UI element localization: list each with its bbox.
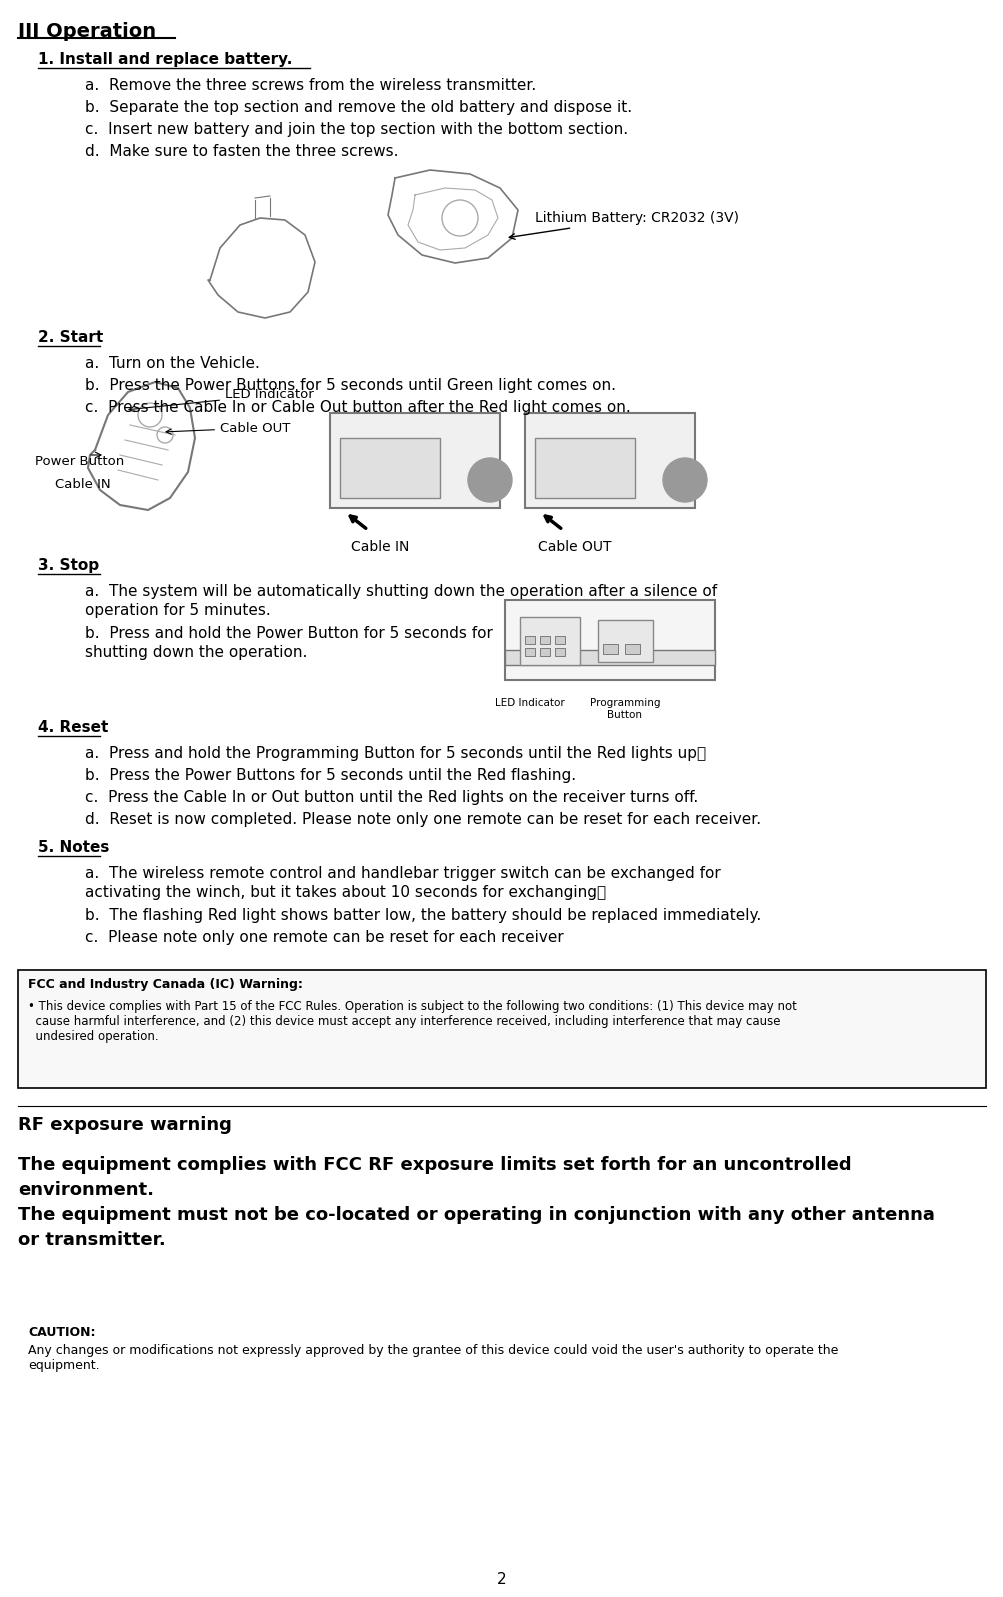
Bar	[598, 620, 652, 663]
FancyBboxPatch shape	[525, 414, 694, 508]
Text: c.  Insert new battery and join the top section with the bottom section.: c. Insert new battery and join the top s…	[85, 121, 628, 137]
Text: FCC and Industry Canada (IC) Warning:: FCC and Industry Canada (IC) Warning:	[28, 977, 303, 992]
Text: activating the winch, but it takes about 10 seconds for exchanging。: activating the winch, but it takes about…	[85, 885, 606, 901]
Text: d.  Reset is now completed. Please note only one remote can be reset for each re: d. Reset is now completed. Please note o…	[85, 811, 760, 827]
Text: 5. Notes: 5. Notes	[38, 840, 109, 854]
Text: Power Button: Power Button	[35, 455, 124, 468]
Text: a.  Press and hold the Programming Button for 5 seconds until the Red lights up。: a. Press and hold the Programming Button…	[85, 746, 705, 762]
Circle shape	[662, 458, 706, 501]
Text: b.  Press the Power Buttons for 5 seconds until the Red flashing.: b. Press the Power Buttons for 5 seconds…	[85, 768, 576, 783]
FancyBboxPatch shape	[330, 414, 499, 508]
Text: a.  Turn on the Vehicle.: a. Turn on the Vehicle.	[85, 356, 260, 371]
Text: 3. Stop: 3. Stop	[38, 557, 99, 573]
Text: c.  Press the Cable In or Cable Out button after the Red light comes on.: c. Press the Cable In or Cable Out butto…	[85, 399, 630, 415]
Bar	[340, 438, 439, 498]
Text: 1. Install and replace battery.: 1. Install and replace battery.	[38, 53, 292, 67]
Text: a.  The system will be automatically shutting down the operation after a silence: a. The system will be automatically shut…	[85, 585, 716, 599]
Text: Cable IN: Cable IN	[55, 478, 110, 490]
Text: Any changes or modifications not expressly approved by the grantee of this devic: Any changes or modifications not express…	[28, 1345, 838, 1372]
Text: 2. Start: 2. Start	[38, 331, 103, 345]
Circle shape	[467, 458, 512, 501]
Bar	[555, 648, 565, 656]
Bar	[520, 616, 580, 664]
Bar	[525, 636, 535, 644]
Bar	[18, 969, 985, 1088]
Text: shutting down the operation.: shutting down the operation.	[85, 645, 307, 660]
Bar	[540, 636, 550, 644]
Text: operation for 5 minutes.: operation for 5 minutes.	[85, 604, 271, 618]
Text: 2: 2	[496, 1571, 507, 1587]
Bar	[505, 650, 714, 664]
Text: b.  Separate the top section and remove the old battery and dispose it.: b. Separate the top section and remove t…	[85, 101, 632, 115]
Bar	[625, 644, 639, 655]
Text: Cable OUT: Cable OUT	[165, 422, 290, 434]
Text: The equipment complies with FCC RF exposure limits set forth for an uncontrolled: The equipment complies with FCC RF expos…	[18, 1156, 934, 1249]
Text: 4. Reset: 4. Reset	[38, 720, 108, 735]
Text: III Operation: III Operation	[18, 22, 156, 42]
Bar	[525, 648, 535, 656]
Text: b.  The flashing Red light shows batter low, the battery should be replaced imme: b. The flashing Red light shows batter l…	[85, 909, 760, 923]
Text: CAUTION:: CAUTION:	[28, 1326, 95, 1338]
Text: c.  Press the Cable In or Out button until the Red lights on the receiver turns : c. Press the Cable In or Out button unti…	[85, 791, 697, 805]
Text: Cable OUT: Cable OUT	[538, 540, 611, 554]
Text: d.  Make sure to fasten the three screws.: d. Make sure to fasten the three screws.	[85, 144, 398, 160]
Bar	[540, 648, 550, 656]
Text: a.  Remove the three screws from the wireless transmitter.: a. Remove the three screws from the wire…	[85, 78, 536, 93]
Text: RF exposure warning: RF exposure warning	[18, 1116, 232, 1134]
Bar	[505, 600, 714, 680]
Text: Lithium Battery: CR2032 (3V): Lithium Battery: CR2032 (3V)	[509, 211, 738, 240]
Text: Cable IN: Cable IN	[350, 540, 409, 554]
Bar	[603, 644, 618, 655]
Text: b.  Press and hold the Power Button for 5 seconds for: b. Press and hold the Power Button for 5…	[85, 626, 492, 640]
Bar	[555, 636, 565, 644]
Text: c.  Please note only one remote can be reset for each receiver: c. Please note only one remote can be re…	[85, 929, 564, 945]
Text: Programming
Button: Programming Button	[589, 698, 660, 720]
Text: a.  The wireless remote control and handlebar trigger switch can be exchanged fo: a. The wireless remote control and handl…	[85, 866, 720, 882]
Text: b.  Press the Power Buttons for 5 seconds until Green light comes on.: b. Press the Power Buttons for 5 seconds…	[85, 378, 616, 393]
Text: LED Indicator: LED Indicator	[494, 698, 565, 707]
Text: LED Indicator: LED Indicator	[128, 388, 314, 412]
Bar	[535, 438, 634, 498]
Text: • This device complies with Part 15 of the FCC Rules. Operation is subject to th: • This device complies with Part 15 of t…	[28, 1000, 796, 1043]
